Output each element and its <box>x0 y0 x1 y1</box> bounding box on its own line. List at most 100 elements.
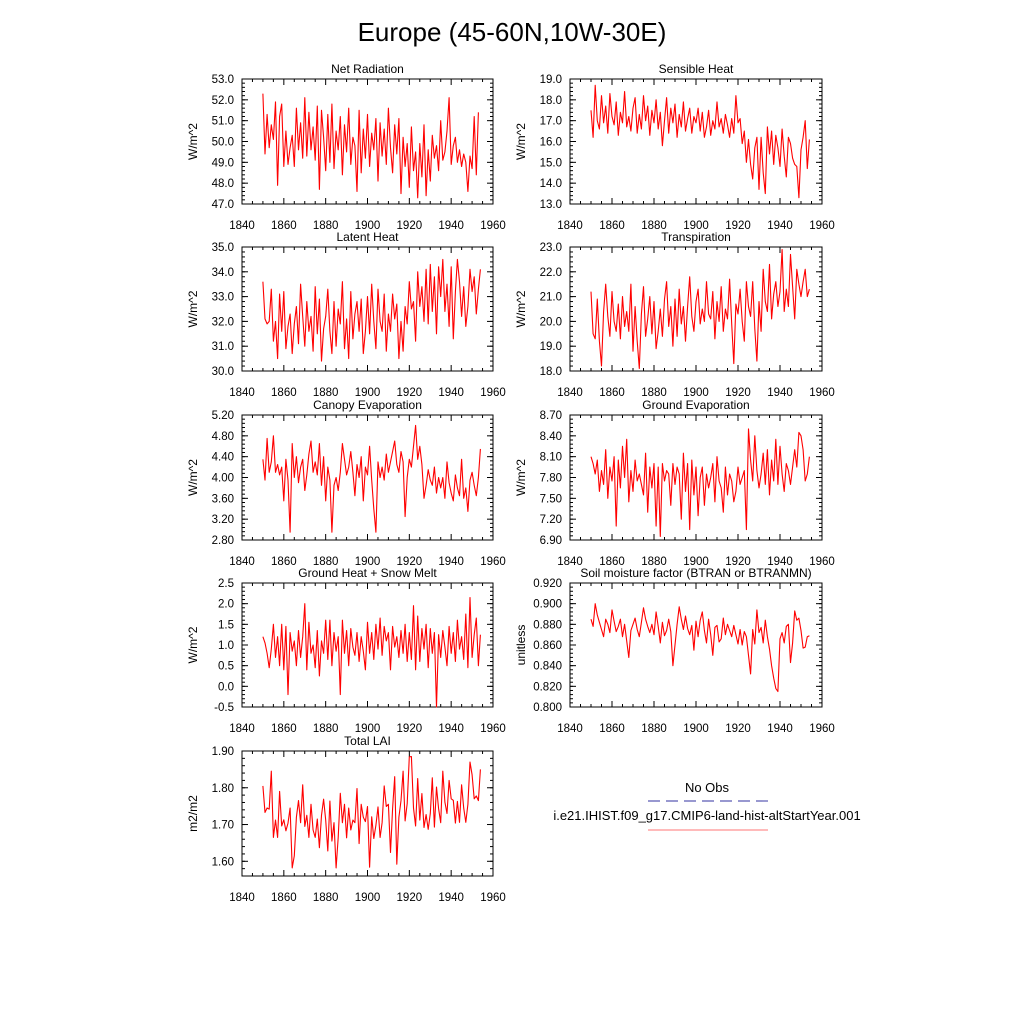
x-tick-label: 1940 <box>438 387 464 399</box>
y-tick-label: 19.0 <box>540 74 562 86</box>
y-tick-label: 3.60 <box>212 493 234 505</box>
y-axis-label: W/m^2 <box>514 459 528 496</box>
y-tick-label: 4.80 <box>212 431 234 443</box>
x-tick-label: 1880 <box>313 892 339 904</box>
panels: Net Radiation W/m^2 1840 1860 1880 1900 1920 19… <box>186 62 835 904</box>
y-tick-label: 0.880 <box>533 619 562 631</box>
y-axis-label: W/m^2 <box>186 290 200 327</box>
chart-panel-6: Ground Evaporation W/m^2 1840 1860 1880 1900 1… <box>514 398 835 568</box>
y-tick-label: 2.5 <box>218 578 234 590</box>
x-tick-label: 1860 <box>271 220 297 232</box>
series-line <box>590 428 810 538</box>
x-tick-label: 1900 <box>355 220 381 232</box>
x-tick-label: 1920 <box>397 387 423 399</box>
y-tick-label: 22.0 <box>540 267 562 279</box>
y-tick-label: 13.0 <box>540 199 562 211</box>
panel-title: Total LAI <box>344 734 391 748</box>
y-tick-label: 7.50 <box>540 493 562 505</box>
x-tick-label: 1960 <box>809 723 835 735</box>
panel-title: Soil moisture factor (BTRAN or BTRANMN) <box>580 566 811 580</box>
x-tick-label: 1940 <box>438 723 464 735</box>
x-tick-label: 1960 <box>809 556 835 568</box>
x-tick-label: 1920 <box>725 387 751 399</box>
y-tick-label: 51.0 <box>212 116 234 128</box>
x-tick-label: 1840 <box>229 220 255 232</box>
x-tick-label: 1840 <box>229 387 255 399</box>
y-tick-label: 3.20 <box>212 514 234 526</box>
panel-title: Transpiration <box>661 230 731 244</box>
y-tick-label: 53.0 <box>212 74 234 86</box>
x-tick-label: 1900 <box>683 387 709 399</box>
x-tick-label: 1860 <box>271 892 297 904</box>
y-tick-label: 1.90 <box>212 746 234 758</box>
x-tick-label: 1940 <box>767 387 793 399</box>
y-tick-label: 1.0 <box>218 640 234 652</box>
x-tick-label: 1880 <box>313 556 339 568</box>
x-tick-label: 1920 <box>725 723 751 735</box>
legend-model-label: i.e21.IHIST.f09_g17.CMIP6-land-hist-altS… <box>553 808 860 823</box>
x-tick-label: 1880 <box>313 387 339 399</box>
panel-title: Net Radiation <box>331 62 404 76</box>
x-tick-label: 1840 <box>229 723 255 735</box>
series-line <box>262 596 481 708</box>
y-tick-label: 50.0 <box>212 137 234 149</box>
y-tick-label: 6.90 <box>540 535 562 547</box>
x-tick-label: 1860 <box>599 556 625 568</box>
x-tick-label: 1960 <box>480 723 506 735</box>
y-tick-label: 32.0 <box>212 316 234 328</box>
x-tick-label: 1860 <box>271 556 297 568</box>
y-axis-label: unitless <box>514 625 528 666</box>
x-tick-label: 1840 <box>229 892 255 904</box>
x-tick-label: 1960 <box>480 220 506 232</box>
y-tick-label: 49.0 <box>212 157 234 169</box>
series-line <box>590 84 810 199</box>
panel-title: Ground Evaporation <box>642 398 749 412</box>
x-tick-label: 1900 <box>355 387 381 399</box>
y-tick-label: 16.0 <box>540 137 562 149</box>
y-tick-label: 1.60 <box>212 856 234 868</box>
x-tick-label: 1840 <box>557 220 583 232</box>
x-tick-label: 1940 <box>767 556 793 568</box>
x-tick-label: 1900 <box>355 723 381 735</box>
y-tick-label: 14.0 <box>540 178 562 190</box>
y-tick-label: 20.0 <box>540 316 562 328</box>
x-tick-label: 1840 <box>557 387 583 399</box>
y-tick-label: 47.0 <box>212 199 234 211</box>
y-tick-label: 1.80 <box>212 783 234 795</box>
x-tick-label: 1960 <box>480 387 506 399</box>
x-tick-label: 1840 <box>557 556 583 568</box>
y-axis-label: m2/m2 <box>186 795 200 832</box>
panel-title: Latent Heat <box>336 230 399 244</box>
series-line <box>262 424 481 533</box>
y-tick-label: 5.20 <box>212 410 234 422</box>
y-tick-label: 2.0 <box>218 599 234 611</box>
y-axis-label: W/m^2 <box>514 123 528 160</box>
x-tick-label: 1940 <box>767 220 793 232</box>
panel-title: Ground Heat + Snow Melt <box>298 566 437 580</box>
x-tick-label: 1880 <box>641 387 667 399</box>
x-tick-label: 1960 <box>480 556 506 568</box>
y-tick-label: 34.0 <box>212 267 234 279</box>
x-tick-label: 1900 <box>683 723 709 735</box>
x-tick-label: 1880 <box>313 220 339 232</box>
x-tick-label: 1940 <box>438 556 464 568</box>
x-tick-label: 1880 <box>641 220 667 232</box>
chart-panel-4: Transpiration W/m^2 1840 1860 1880 1900 1920 19… <box>514 230 835 399</box>
y-tick-label: 0.900 <box>533 599 562 611</box>
y-tick-label: 30.0 <box>212 366 234 378</box>
y-tick-label: 52.0 <box>212 95 234 107</box>
chart-panel-3: Latent Heat W/m^2 1840 1860 1880 1900 1920 1940… <box>186 230 506 399</box>
chart-panel-1: Net Radiation W/m^2 1840 1860 1880 1900 1920 19… <box>186 62 506 232</box>
y-axis-label: W/m^2 <box>186 626 200 663</box>
x-tick-label: 1940 <box>767 723 793 735</box>
y-tick-label: 33.0 <box>212 292 234 304</box>
series-line <box>262 755 481 869</box>
y-tick-label: 4.00 <box>212 473 234 485</box>
x-tick-label: 1860 <box>599 387 625 399</box>
y-tick-label: 31.0 <box>212 341 234 353</box>
series-line <box>262 258 481 362</box>
x-tick-label: 1860 <box>271 387 297 399</box>
y-tick-label: 7.80 <box>540 473 562 485</box>
x-tick-label: 1920 <box>397 723 423 735</box>
chart-panel-8: Soil moisture factor (BTRAN or BTRANMN) u… <box>514 566 835 735</box>
